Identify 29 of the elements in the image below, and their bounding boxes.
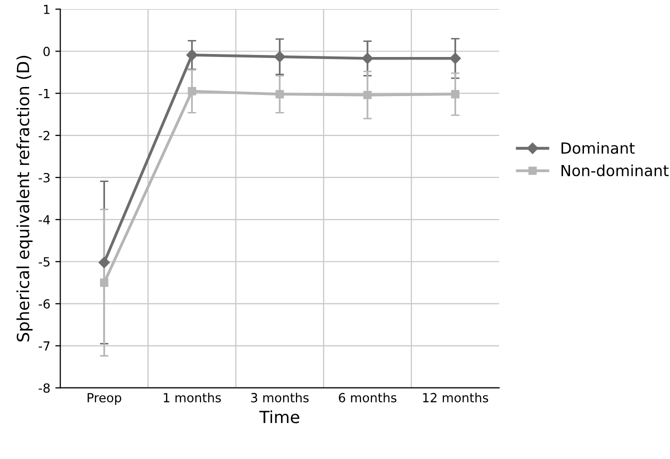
y-tick-label: -7 (38, 341, 50, 351)
point (186, 49, 198, 61)
x-tick-label: Preop (88, 393, 122, 405)
y-tick-label: -5 (38, 257, 50, 267)
legend-label: Non-dominant (562, 164, 669, 176)
x-tick-label: 1 months (164, 392, 221, 402)
point (362, 52, 374, 64)
point (98, 256, 110, 268)
y-tick-label: -2 (38, 130, 50, 140)
x-tick-label: 6 months (338, 392, 396, 402)
y-tick-label: -3 (38, 172, 50, 182)
y-tick-label: 1 (44, 4, 50, 14)
y-axis-title: Spherical equivalent refraction (D) (16, 56, 33, 342)
y-tick-label: -4 (38, 215, 50, 224)
x-axis-title: Time (259, 410, 300, 424)
x-tick-label: 12 months (423, 392, 488, 402)
y-tick-label: -8 (38, 383, 50, 393)
legend-label: Dominant (562, 142, 635, 154)
y-tick-label: -6 (38, 299, 50, 309)
x-tick-label: 3 months (251, 392, 309, 402)
y-tick-label: -1 (38, 88, 50, 98)
point (450, 52, 461, 64)
point (188, 87, 196, 96)
point (363, 90, 372, 100)
y-tick-label: 0 (43, 46, 50, 56)
point (276, 90, 284, 98)
point (100, 278, 108, 287)
point (451, 90, 460, 98)
point (274, 51, 286, 62)
